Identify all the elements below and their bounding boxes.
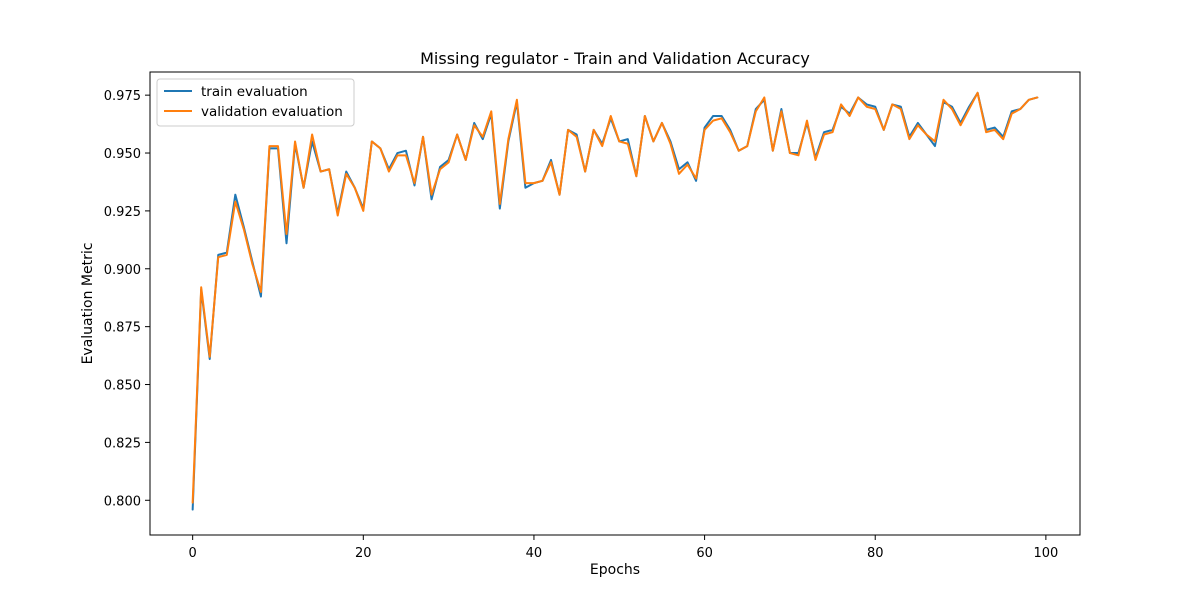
legend-box bbox=[156, 78, 355, 127]
x-tick-label: 20 bbox=[355, 546, 372, 561]
legend-label-train: train evaluation bbox=[201, 84, 308, 100]
y-tick-label: 0.975 bbox=[104, 89, 141, 104]
series-layer bbox=[191, 91, 1039, 511]
series-line-validation bbox=[191, 91, 1039, 504]
y-tick-label: 0.850 bbox=[104, 379, 141, 394]
legend: train evaluation validation evaluation bbox=[156, 78, 355, 127]
y-tick-label: 0.800 bbox=[104, 494, 141, 509]
x-tick-label: 100 bbox=[1033, 546, 1058, 561]
chart-title: Missing regulator - Train and Validation… bbox=[420, 49, 810, 68]
y-tick-label: 0.875 bbox=[104, 321, 141, 336]
plot-area bbox=[149, 71, 1081, 536]
y-axis: 0.800 0.825 0.850 0.875 0.900 0.925 0.950 0.975 bbox=[104, 89, 150, 509]
x-tick-label: 60 bbox=[696, 546, 713, 561]
x-tick-label: 40 bbox=[526, 546, 543, 561]
x-tick-label: 80 bbox=[867, 546, 884, 561]
y-axis-label: Evaluation Metric bbox=[80, 243, 96, 365]
y-tick-label: 0.925 bbox=[104, 205, 141, 220]
x-axis: 0 20 40 60 80 100 bbox=[189, 535, 1058, 561]
y-tick-label: 0.900 bbox=[104, 263, 141, 278]
x-tick-label: 0 bbox=[189, 546, 197, 561]
legend-label-validation: validation evaluation bbox=[201, 104, 343, 120]
plot-frame bbox=[149, 71, 1081, 536]
y-tick-label: 0.950 bbox=[104, 147, 141, 162]
x-axis-label: Epochs bbox=[590, 562, 640, 578]
y-tick-label: 0.825 bbox=[104, 436, 141, 451]
